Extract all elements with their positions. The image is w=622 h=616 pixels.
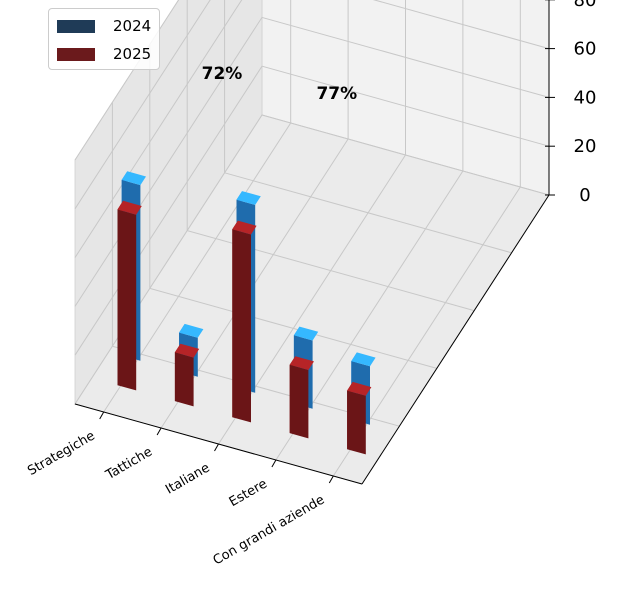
bar-top bbox=[347, 381, 372, 396]
bar-top bbox=[232, 220, 257, 235]
legend-label-2025: 2025 bbox=[113, 45, 152, 63]
legend-item-2024: 2024 bbox=[57, 16, 151, 36]
legend-label-2024: 2024 bbox=[113, 17, 152, 35]
x-tick bbox=[99, 411, 105, 420]
z-tick-label: 20 bbox=[574, 136, 597, 157]
grid-line-x bbox=[332, 0, 521, 477]
bar-top bbox=[351, 352, 376, 367]
data-label: 77% bbox=[316, 84, 357, 104]
grid-line-d bbox=[224, 0, 512, 254]
bar-top bbox=[236, 191, 261, 205]
z-tick-label: 0 bbox=[579, 185, 590, 206]
z-tick-label: 40 bbox=[574, 87, 597, 108]
depth-axis-line bbox=[361, 194, 550, 485]
bar-front bbox=[347, 390, 366, 455]
grid-line-z bbox=[74, 0, 549, 210]
bar-top bbox=[174, 343, 200, 358]
x-tick-label: Estere bbox=[227, 476, 270, 510]
bar-2025-italiane bbox=[232, 220, 257, 423]
grid-line-d bbox=[149, 44, 437, 369]
bar-2025-estere bbox=[289, 356, 314, 439]
grid-line-x bbox=[103, 0, 292, 413]
data-label: 72% bbox=[202, 64, 243, 84]
x-tick-label: Tattiche bbox=[103, 444, 155, 483]
bar-2025-tattiche bbox=[174, 343, 200, 407]
legend-item-2025: 2025 bbox=[57, 44, 151, 64]
bar-top bbox=[289, 356, 314, 370]
chart-panes bbox=[74, 0, 550, 485]
grid-line-x bbox=[160, 0, 349, 429]
legend-swatch-2025 bbox=[57, 47, 95, 61]
bar-top bbox=[121, 171, 146, 186]
legend-swatch-2024 bbox=[57, 19, 95, 33]
x-tick bbox=[271, 459, 277, 468]
chart-labels: 72% 77% bbox=[202, 64, 358, 104]
grid-line-z bbox=[74, 0, 550, 258]
bar-2025-con-grandi-aziende bbox=[347, 381, 372, 455]
x-tick-label: Strategiche bbox=[25, 428, 97, 478]
bar-2025-strategiche bbox=[117, 200, 142, 391]
z-tick-label: 80 bbox=[574, 0, 597, 11]
z-tick-label: 60 bbox=[574, 39, 597, 60]
grid-line-d bbox=[186, 0, 475, 312]
legend: 2024 2025 bbox=[48, 8, 160, 70]
chart-bars bbox=[117, 171, 376, 455]
x-tick bbox=[328, 475, 334, 484]
grid-line-x bbox=[218, 0, 406, 445]
x-tick bbox=[214, 443, 219, 452]
bar-top bbox=[293, 326, 319, 341]
bar-top bbox=[117, 200, 142, 215]
bar-front bbox=[174, 352, 194, 407]
grid-line-x bbox=[275, 0, 464, 461]
bar-front bbox=[117, 209, 137, 391]
x-tick-label: Italiane bbox=[163, 460, 212, 497]
bar-front bbox=[289, 364, 309, 439]
bar-front bbox=[232, 229, 251, 423]
x-tick-label: Con grandi aziende bbox=[211, 492, 328, 568]
bar-top bbox=[179, 323, 204, 338]
x-tick bbox=[156, 427, 162, 436]
